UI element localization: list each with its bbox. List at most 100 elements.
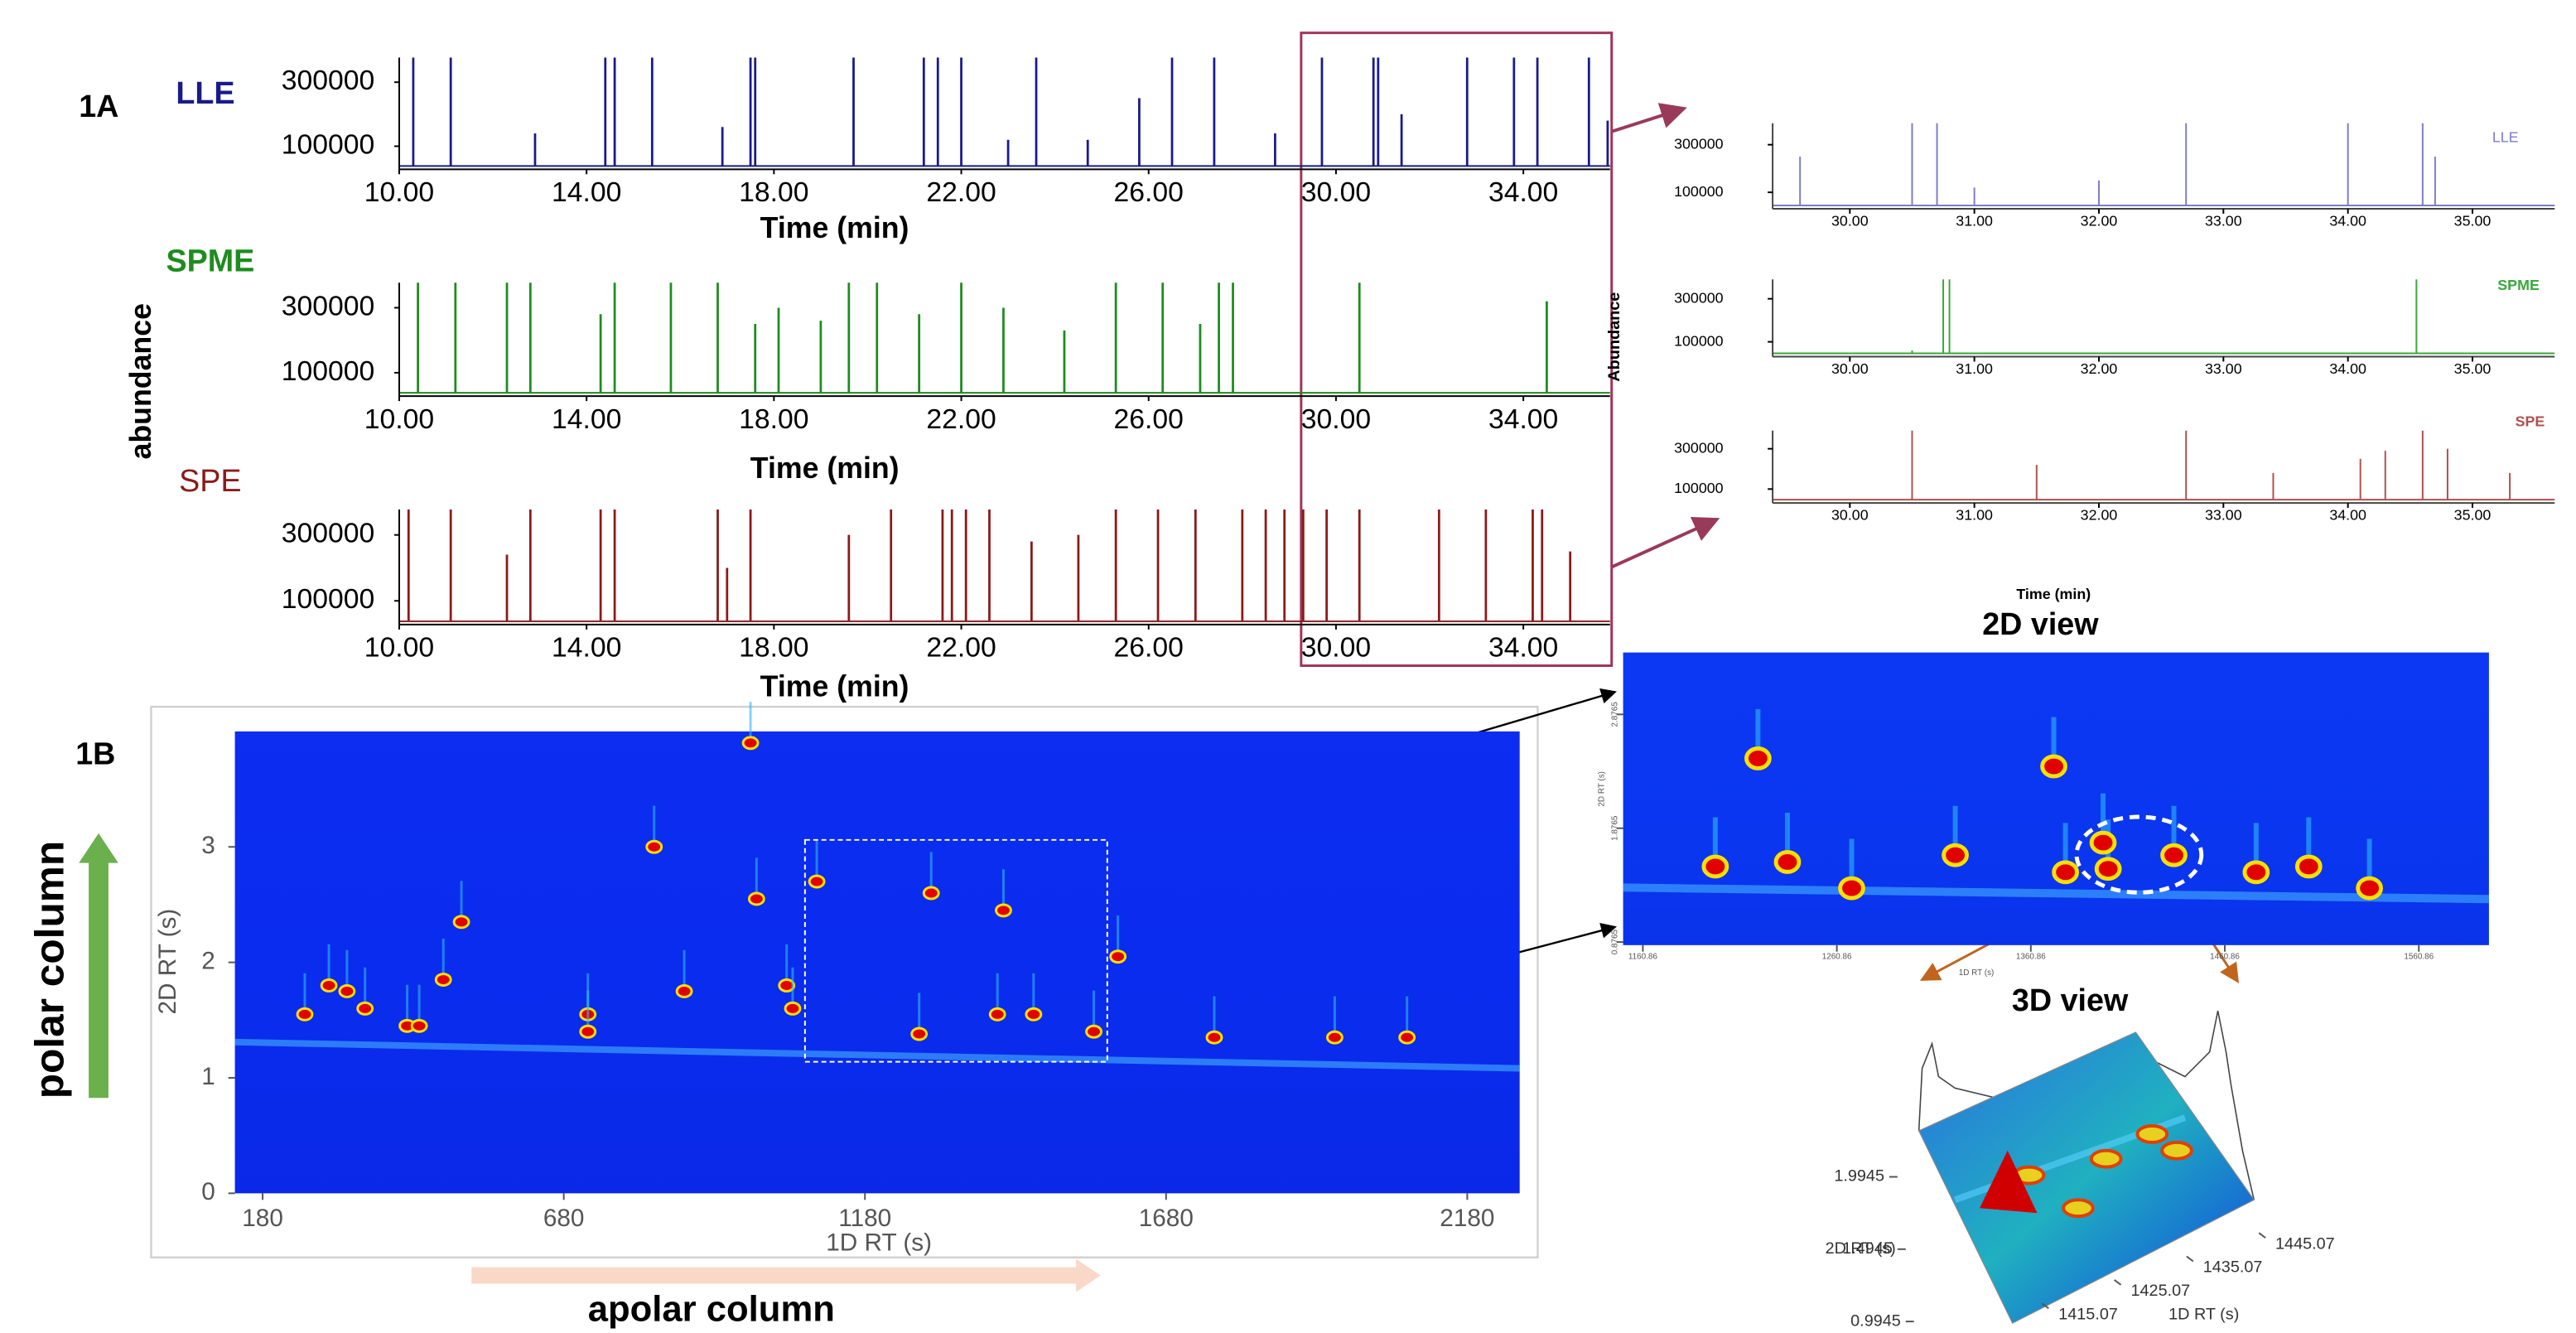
x-tick-label: 34.00 [1488,403,1558,435]
streak [1623,883,2489,904]
y-tick-label: 1 [201,1063,215,1090]
y-tick-label: 0 [201,1178,215,1205]
x-tick-label: 33.00 [2205,213,2242,229]
x-axis-label: Time (min) [760,211,909,244]
x-tick-label: 30.00 [1831,213,1869,229]
x-tick [2186,1255,2194,1263]
spot [747,891,765,906]
spot [1773,850,1802,874]
x-tick-label: 1260.86 [1822,952,1852,961]
surface-spot [2089,1148,2123,1169]
panel-label: 1A [79,89,118,123]
spot [778,978,796,993]
x-axis-label: 1D RT (s) [2168,1305,2239,1323]
spot [988,1007,1006,1021]
trace-title: LLE [2492,128,2519,145]
selection-box [803,838,1108,1063]
x-axis-label: 1D RT (s) [1959,968,1995,978]
x-tick-label: 1560.86 [2404,952,2434,961]
spot [434,973,452,987]
x-tick-label: 680 [543,1205,585,1232]
polar-label: polar column [27,841,73,1099]
x-tick-label: 26.00 [1114,403,1184,435]
spot [1701,854,1729,879]
spot [1398,1030,1416,1045]
x-tick-label: 180 [242,1205,283,1232]
x-tick-label: 1445.07 [2275,1234,2335,1253]
x-tick-label: 1425.07 [2130,1282,2190,1300]
y-tick-label: 100000 [282,355,375,387]
spot [2089,830,2117,855]
y-tick-label: 100000 [1674,332,1724,349]
trace-title: SPE [2516,413,2545,430]
apolar-label: apolar column [588,1289,835,1330]
spot [1744,746,1772,770]
apolar-arrow [471,1258,1101,1292]
x-tick-label: 35.00 [2454,507,2492,524]
y-tick-label: 2 [201,947,215,974]
trace-title: SPME [2497,277,2540,293]
zoom-box [1300,31,1614,667]
x-tick-label: 2180 [1440,1205,1494,1232]
x-tick-label: 22.00 [926,403,996,435]
spot [2094,857,2122,881]
x-tick-label: 34.00 [1488,632,1558,664]
x-tick-label: 31.00 [1956,507,1993,524]
x-tick-label: 31.00 [1956,213,1993,229]
x-tick-label: 30.00 [1301,403,1371,435]
y-tick-label: 0.8765 [1610,930,1619,955]
x-tick-label: 26.00 [1114,176,1184,208]
x-tick-label: 30.00 [1301,176,1371,208]
x-tick-label: 32.00 [2081,360,2118,377]
x-tick [2258,1232,2266,1239]
spot [452,915,470,930]
zoom-arrow [1611,103,1687,133]
y-axis-label: 2D RT (s) [1826,1239,1896,1258]
spot [1109,949,1127,964]
spot [2294,854,2323,879]
x-tick-label: 1160.86 [1628,952,1658,961]
y-tick-label: 300000 [282,65,375,96]
y-tick-label: 300000 [1674,289,1724,306]
x-axis-label: Time (min) [750,452,900,485]
y-tick-label: 300000 [1674,439,1724,456]
spot [1025,1007,1043,1021]
spot [2052,860,2079,885]
trace-title: SPME [166,243,254,278]
x-tick [2041,1302,2049,1310]
spot [2356,876,2383,901]
y-tick-label: 100000 [282,128,375,160]
surface-spot [2135,1124,2169,1144]
spot [808,874,826,889]
x-tick-label: 30.00 [1831,360,1869,377]
zoom-arrow [1610,516,1720,569]
spot [645,839,663,854]
spot [2040,754,2067,779]
y-tick-label: 100000 [282,583,375,615]
spot [2160,843,2188,867]
y-tick-label: 1.9945 [1834,1167,1884,1186]
x-tick-label: 18.00 [739,176,808,208]
spot [910,1026,929,1041]
x-tick-label: 18.00 [739,632,808,664]
x-tick-label: 18.00 [739,403,808,435]
x-tick-label: 1460.86 [2210,952,2240,961]
surface [1918,1031,2255,1324]
x-tick-label: 32.00 [2081,213,2118,229]
spot [1942,843,1969,867]
y-axis-label: 2D RT (s) [1597,771,1606,807]
x-tick-label: 33.00 [2205,360,2242,377]
spot [410,1018,428,1033]
x-tick-label: 34.00 [2329,507,2366,524]
y-axis-label: Abundance [1605,292,1623,382]
y-tick-label: 0.9945 [1850,1311,1901,1330]
plot-shade [234,731,1520,1194]
x-tick-label: 31.00 [1956,360,1993,377]
x-tick-label: 10.00 [364,632,434,664]
view-title: 3D view [2012,983,2129,1017]
y-tick-label: 1.4945 [1842,1239,1893,1258]
spot [1838,876,1865,901]
x-tick-label: 35.00 [2454,360,2492,377]
y-tick-label: 1.8765 [1610,815,1619,841]
